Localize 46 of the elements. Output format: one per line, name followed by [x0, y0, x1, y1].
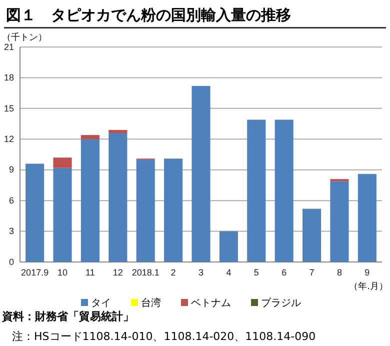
bar — [136, 160, 155, 262]
x-tick-label: 3 — [198, 267, 204, 278]
text: 注：HSコード1108.14-010、1108.14-020、1108.14-090 — [12, 330, 316, 343]
y-tick-label: 18 — [4, 72, 14, 83]
bar — [219, 231, 238, 262]
y-axis-title: （千トン） — [2, 32, 47, 43]
bar — [53, 158, 72, 168]
legend-label: 台湾 — [141, 297, 161, 309]
y-tick-label: 21 — [4, 42, 14, 52]
bar — [80, 139, 100, 262]
x-tick-label: 7 — [309, 267, 314, 278]
text: 資料：財務省「貿易統計」 — [1, 310, 134, 323]
x-tick-label: 2018.1 — [132, 267, 160, 278]
bar — [358, 174, 376, 262]
bar — [274, 120, 294, 262]
x-tick-label: 4 — [226, 267, 232, 278]
y-tick-label: 15 — [4, 103, 14, 114]
y-tick-label: 9 — [8, 164, 14, 175]
bar — [164, 158, 183, 262]
y-tick-label: 6 — [8, 195, 14, 206]
x-tick-label: 8 — [336, 267, 342, 278]
legend-label: ベトナム — [191, 298, 231, 309]
bar — [53, 168, 72, 262]
bar — [80, 135, 100, 140]
bar — [26, 164, 44, 262]
bar — [302, 208, 322, 262]
x-tick-label: 2 — [170, 267, 176, 278]
bar — [108, 130, 128, 133]
legend-label: ブラジル — [261, 297, 301, 309]
bar — [330, 181, 349, 262]
x-tick-label: 2017.9 — [21, 267, 49, 278]
bar — [108, 133, 128, 262]
bar — [247, 120, 266, 262]
chart-title: 図１ タピオカでん粉の国別輸入量の推移 — [6, 6, 291, 24]
x-tick-label: 11 — [86, 267, 95, 278]
y-tick-label: 3 — [8, 226, 14, 236]
y-tick-label: 0 — [8, 256, 14, 267]
x-tick-label: 12 — [112, 267, 123, 278]
x-tick-label: 5 — [254, 267, 259, 278]
x-tick-label: 10 — [58, 267, 68, 278]
x-tick-label: 9 — [364, 267, 370, 278]
legend-label: タイ — [91, 298, 111, 309]
y-tick-label: 12 — [4, 134, 14, 144]
x-axis-title: （年.月） — [349, 281, 388, 292]
bar — [192, 86, 210, 262]
x-tick-label: 6 — [282, 267, 287, 278]
